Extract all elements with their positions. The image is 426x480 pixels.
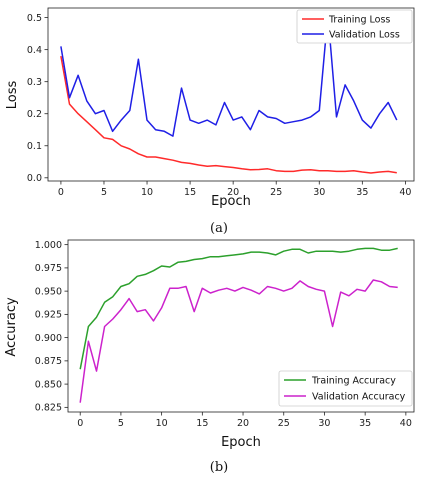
chart-a-xtick-label: 15 — [184, 187, 196, 198]
chart-b-xtick-label: 10 — [156, 418, 168, 429]
chart-a-ticks: 0 5 10 15 20 25 30 35 40 0.0 0.1 0.2 0.3 0.4 0.5 — [27, 13, 412, 198]
chart-a-ytick-label: 0.2 — [27, 109, 42, 120]
chart-b-caption: (b) — [210, 460, 228, 475]
chart-a-xtick-label: 20 — [227, 187, 239, 198]
chart-b-xtick-label: 15 — [196, 418, 208, 429]
chart-b-ytick-label: 1.000 — [35, 240, 62, 251]
chart-b-xtick-label: 20 — [237, 418, 249, 429]
chart-a-xlabel: Epoch — [211, 194, 251, 209]
chart-b-ticks: 0 5 10 15 20 25 30 35 40 0.825 0.850 0.875 0.900 0.92… — [35, 240, 412, 429]
chart-a-legend: Training Loss Validation Loss — [296, 9, 413, 44]
chart-b-xtick-label: 25 — [278, 418, 290, 429]
chart-a-legend-box — [296, 9, 413, 44]
legend-label-training-accuracy: Training Accuracy — [311, 376, 396, 387]
series-line-training-accuracy — [79, 247, 398, 370]
chart-a-caption: (a) — [210, 221, 228, 236]
chart-b-ytick-label: 0.850 — [35, 379, 62, 390]
chart-a-ylabel: Loss — [5, 81, 20, 110]
chart-b-legend: Training Accuracy Validation Accuracy — [278, 370, 413, 407]
chart-a-lines — [60, 13, 398, 174]
chart-b-xlabel: Epoch — [221, 435, 261, 450]
chart-b-ytick-label: 0.875 — [35, 356, 62, 367]
chart-a-ytick-label: 0.1 — [27, 141, 42, 152]
chart-b-xtick-label: 30 — [318, 418, 330, 429]
series-line-validation-loss — [60, 13, 398, 137]
legend-label-training-loss: Training Loss — [328, 15, 390, 26]
legend-label-validation-accuracy: Validation Accuracy — [312, 392, 406, 403]
chart-b-ytick-label: 0.975 — [35, 263, 62, 274]
chart-a-xtick-label: 35 — [356, 187, 368, 198]
chart-a-ytick-label: 0.0 — [27, 173, 42, 184]
chart-a-ytick-label: 0.5 — [27, 13, 42, 24]
chart-b-xtick-label: 40 — [400, 418, 412, 429]
chart-b-ytick-label: 0.950 — [35, 286, 62, 297]
chart-a-ytick-label: 0.3 — [27, 77, 42, 88]
chart-b-lines — [79, 247, 398, 403]
chart-b-xtick-label: 0 — [77, 418, 83, 429]
series-line-training-loss — [60, 55, 397, 174]
series-line-validation-accuracy — [79, 279, 398, 403]
chart-a-xtick-label: 0 — [58, 187, 64, 198]
legend-label-validation-loss: Validation Loss — [329, 30, 400, 41]
chart-b-legend-box — [278, 370, 413, 407]
chart-b-ytick-label: 0.900 — [35, 333, 62, 344]
chart-a-xtick-label: 10 — [141, 187, 153, 198]
chart-b-ytick-label: 0.825 — [35, 403, 62, 414]
chart-a: 0 5 10 15 20 25 30 35 40 0.0 0.1 0.2 0.3 0.4 0.5 Epoch… — [5, 7, 415, 236]
chart-b: 0 5 10 15 20 25 30 35 40 0.825 0.850 0.875 0.900 0.92… — [4, 239, 415, 475]
chart-b-xtick-label: 5 — [118, 418, 124, 429]
chart-b-ylabel: Accuracy — [4, 297, 19, 357]
chart-b-ytick-label: 0.925 — [35, 310, 62, 321]
chart-a-xtick-label: 25 — [270, 187, 282, 198]
chart-a-ytick-label: 0.4 — [27, 45, 42, 56]
chart-a-xtick-label: 40 — [399, 187, 411, 198]
chart-a-xtick-label: 30 — [313, 187, 325, 198]
chart-b-xtick-label: 35 — [359, 418, 371, 429]
chart-a-xtick-label: 5 — [101, 187, 107, 198]
